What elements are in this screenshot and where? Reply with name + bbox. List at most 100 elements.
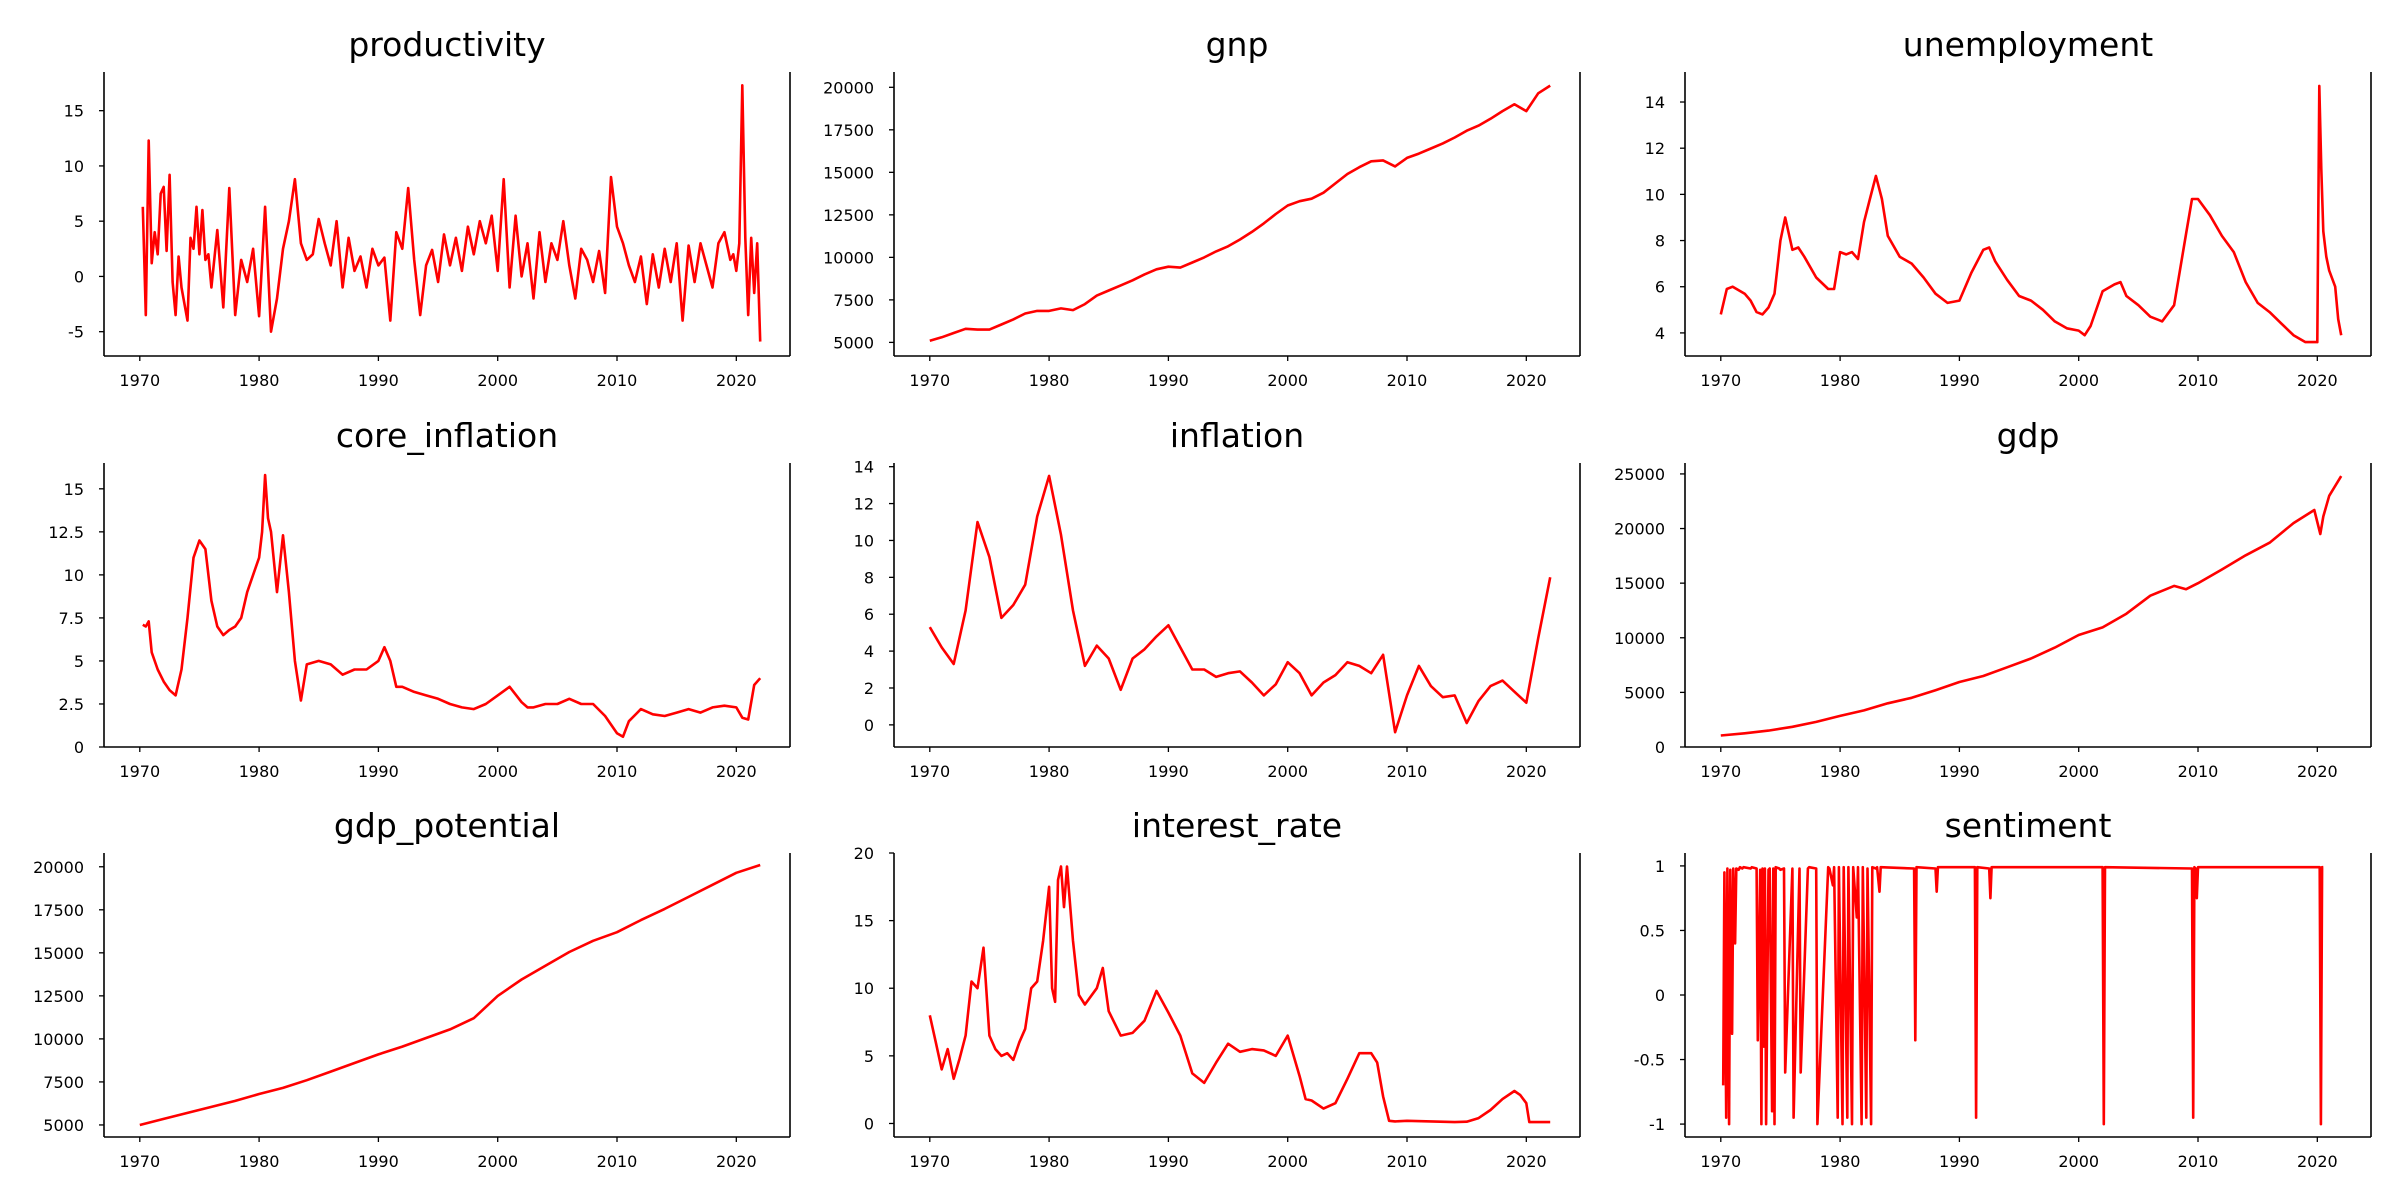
- y-tick-label: 1: [1655, 857, 1665, 876]
- y-tick-label: 0: [1655, 738, 1665, 757]
- x-tick-label: 1980: [239, 371, 280, 390]
- y-tick-label: 10000: [1614, 629, 1665, 648]
- y-tick-label: 17500: [33, 901, 84, 920]
- y-tick-label: 20000: [823, 78, 874, 97]
- x-tick-label: 1990: [1939, 762, 1980, 781]
- y-tick-label: 6: [864, 605, 874, 624]
- x-tick-label: 2010: [1387, 762, 1428, 781]
- x-tick-label: 1980: [239, 762, 280, 781]
- y-tick-label: 0: [74, 738, 84, 757]
- y-tick-label: 0: [74, 267, 84, 286]
- chart-title: core_inflation: [336, 416, 558, 455]
- x-tick-label: 1990: [1148, 762, 1189, 781]
- y-tick-label: 0: [864, 1114, 874, 1133]
- y-tick-label: 12500: [33, 987, 84, 1006]
- series-line: [1719, 84, 2343, 344]
- x-tick-label: 1990: [1148, 1152, 1189, 1171]
- y-tick-label: 10: [1645, 185, 1665, 204]
- x-tick-label: 2020: [1506, 1152, 1547, 1171]
- series-line: [139, 863, 761, 1127]
- x-tick-label: 1980: [1029, 1152, 1070, 1171]
- y-tick-label: 17500: [823, 121, 874, 140]
- subplot-inflation: inflation 1970 1980 1990 2000 2010 2020 0 2 4 6 8 10…: [854, 416, 1581, 781]
- x-tick-label: 2020: [716, 371, 757, 390]
- x-tick-label: 2020: [2297, 762, 2338, 781]
- y-tick-label: 7500: [833, 291, 874, 310]
- chart-title: unemployment: [1903, 25, 2153, 64]
- y-tick-label: 15: [64, 480, 84, 499]
- x-tick-label: 2020: [2297, 371, 2338, 390]
- x-tick-label: 1970: [1700, 762, 1741, 781]
- y-tick-label: 8: [864, 568, 874, 587]
- y-tick-label: 4: [1655, 324, 1665, 343]
- x-tick-label: 1970: [909, 1152, 950, 1171]
- subplot-sentiment: sentiment 1970 1980 1990 2000 2010 2020 -1 -0.5 0…: [1634, 806, 2372, 1171]
- y-tick-label: 12: [854, 495, 874, 514]
- x-tick-label: 2010: [1387, 1152, 1428, 1171]
- y-tick-label: 4: [864, 642, 874, 661]
- x-tick-label: 2010: [597, 1152, 638, 1171]
- x-tick-label: 2000: [2058, 371, 2099, 390]
- y-tick-label: 5000: [1624, 683, 1665, 702]
- x-tick-label: 1970: [119, 371, 160, 390]
- series-line: [1721, 865, 2324, 1126]
- x-tick-label: 1970: [909, 371, 950, 390]
- series-line: [929, 84, 1551, 342]
- y-tick-label: 5: [864, 1047, 874, 1066]
- x-tick-label: 2000: [1267, 1152, 1308, 1171]
- y-tick-label: 5: [74, 212, 84, 231]
- y-tick-label: 10000: [33, 1030, 84, 1049]
- chart-title: sentiment: [1945, 806, 2112, 845]
- x-tick-label: 1970: [119, 762, 160, 781]
- x-tick-label: 2020: [716, 762, 757, 781]
- y-tick-label: 15000: [1614, 574, 1665, 593]
- y-tick-label: 2: [864, 679, 874, 698]
- y-tick-label: 8: [1655, 232, 1665, 251]
- y-tick-label: 10000: [823, 248, 874, 267]
- y-tick-label: 5000: [43, 1116, 84, 1135]
- y-tick-label: 0: [1655, 986, 1665, 1005]
- x-tick-label: 1990: [1939, 371, 1980, 390]
- y-tick-label: 10: [64, 566, 84, 585]
- x-tick-label: 2010: [2178, 1152, 2219, 1171]
- x-tick-label: 2000: [477, 762, 518, 781]
- x-tick-label: 2020: [716, 1152, 757, 1171]
- y-tick-label: 15000: [33, 944, 84, 963]
- x-tick-label: 1990: [1939, 1152, 1980, 1171]
- x-tick-label: 1990: [1148, 371, 1189, 390]
- y-tick-label: 7.5: [59, 609, 84, 628]
- x-tick-label: 2020: [1506, 371, 1547, 390]
- y-tick-label: 12.5: [48, 523, 84, 542]
- x-tick-label: 2010: [2178, 762, 2219, 781]
- subplot-gdp-potential: gdp_potential 1970 1980 1990 2000 2010 2020 500…: [33, 806, 791, 1171]
- subplot-gdp: gdp 1970 1980 1990 2000 2010 2020 0 5000 10000 150…: [1614, 416, 2372, 781]
- y-tick-label: -5: [68, 323, 84, 342]
- y-tick-label: 25000: [1614, 465, 1665, 484]
- x-tick-label: 2020: [2297, 1152, 2338, 1171]
- x-tick-label: 1990: [358, 762, 399, 781]
- x-tick-label: 1980: [1029, 762, 1070, 781]
- chart-title: gdp: [1997, 416, 2060, 455]
- series-line: [928, 474, 1552, 734]
- y-tick-label: -1: [1649, 1115, 1665, 1134]
- x-tick-label: 1970: [119, 1152, 160, 1171]
- x-tick-label: 1980: [1820, 762, 1861, 781]
- x-tick-label: 2010: [597, 762, 638, 781]
- y-tick-label: 10: [854, 979, 874, 998]
- y-tick-label: 14: [1645, 93, 1665, 112]
- y-tick-label: 0: [864, 716, 874, 735]
- y-tick-label: -0.5: [1634, 1051, 1665, 1070]
- y-tick-label: 15: [64, 102, 84, 121]
- x-tick-label: 1970: [909, 762, 950, 781]
- y-tick-label: 15000: [823, 163, 874, 182]
- x-tick-label: 2010: [597, 371, 638, 390]
- x-tick-label: 1970: [1700, 371, 1741, 390]
- series-line: [141, 84, 762, 342]
- x-tick-label: 2000: [2058, 762, 2099, 781]
- y-tick-label: 12500: [823, 206, 874, 225]
- y-tick-label: 7500: [43, 1073, 84, 1092]
- x-tick-label: 1980: [1029, 371, 1070, 390]
- y-tick-label: 2.5: [59, 695, 84, 714]
